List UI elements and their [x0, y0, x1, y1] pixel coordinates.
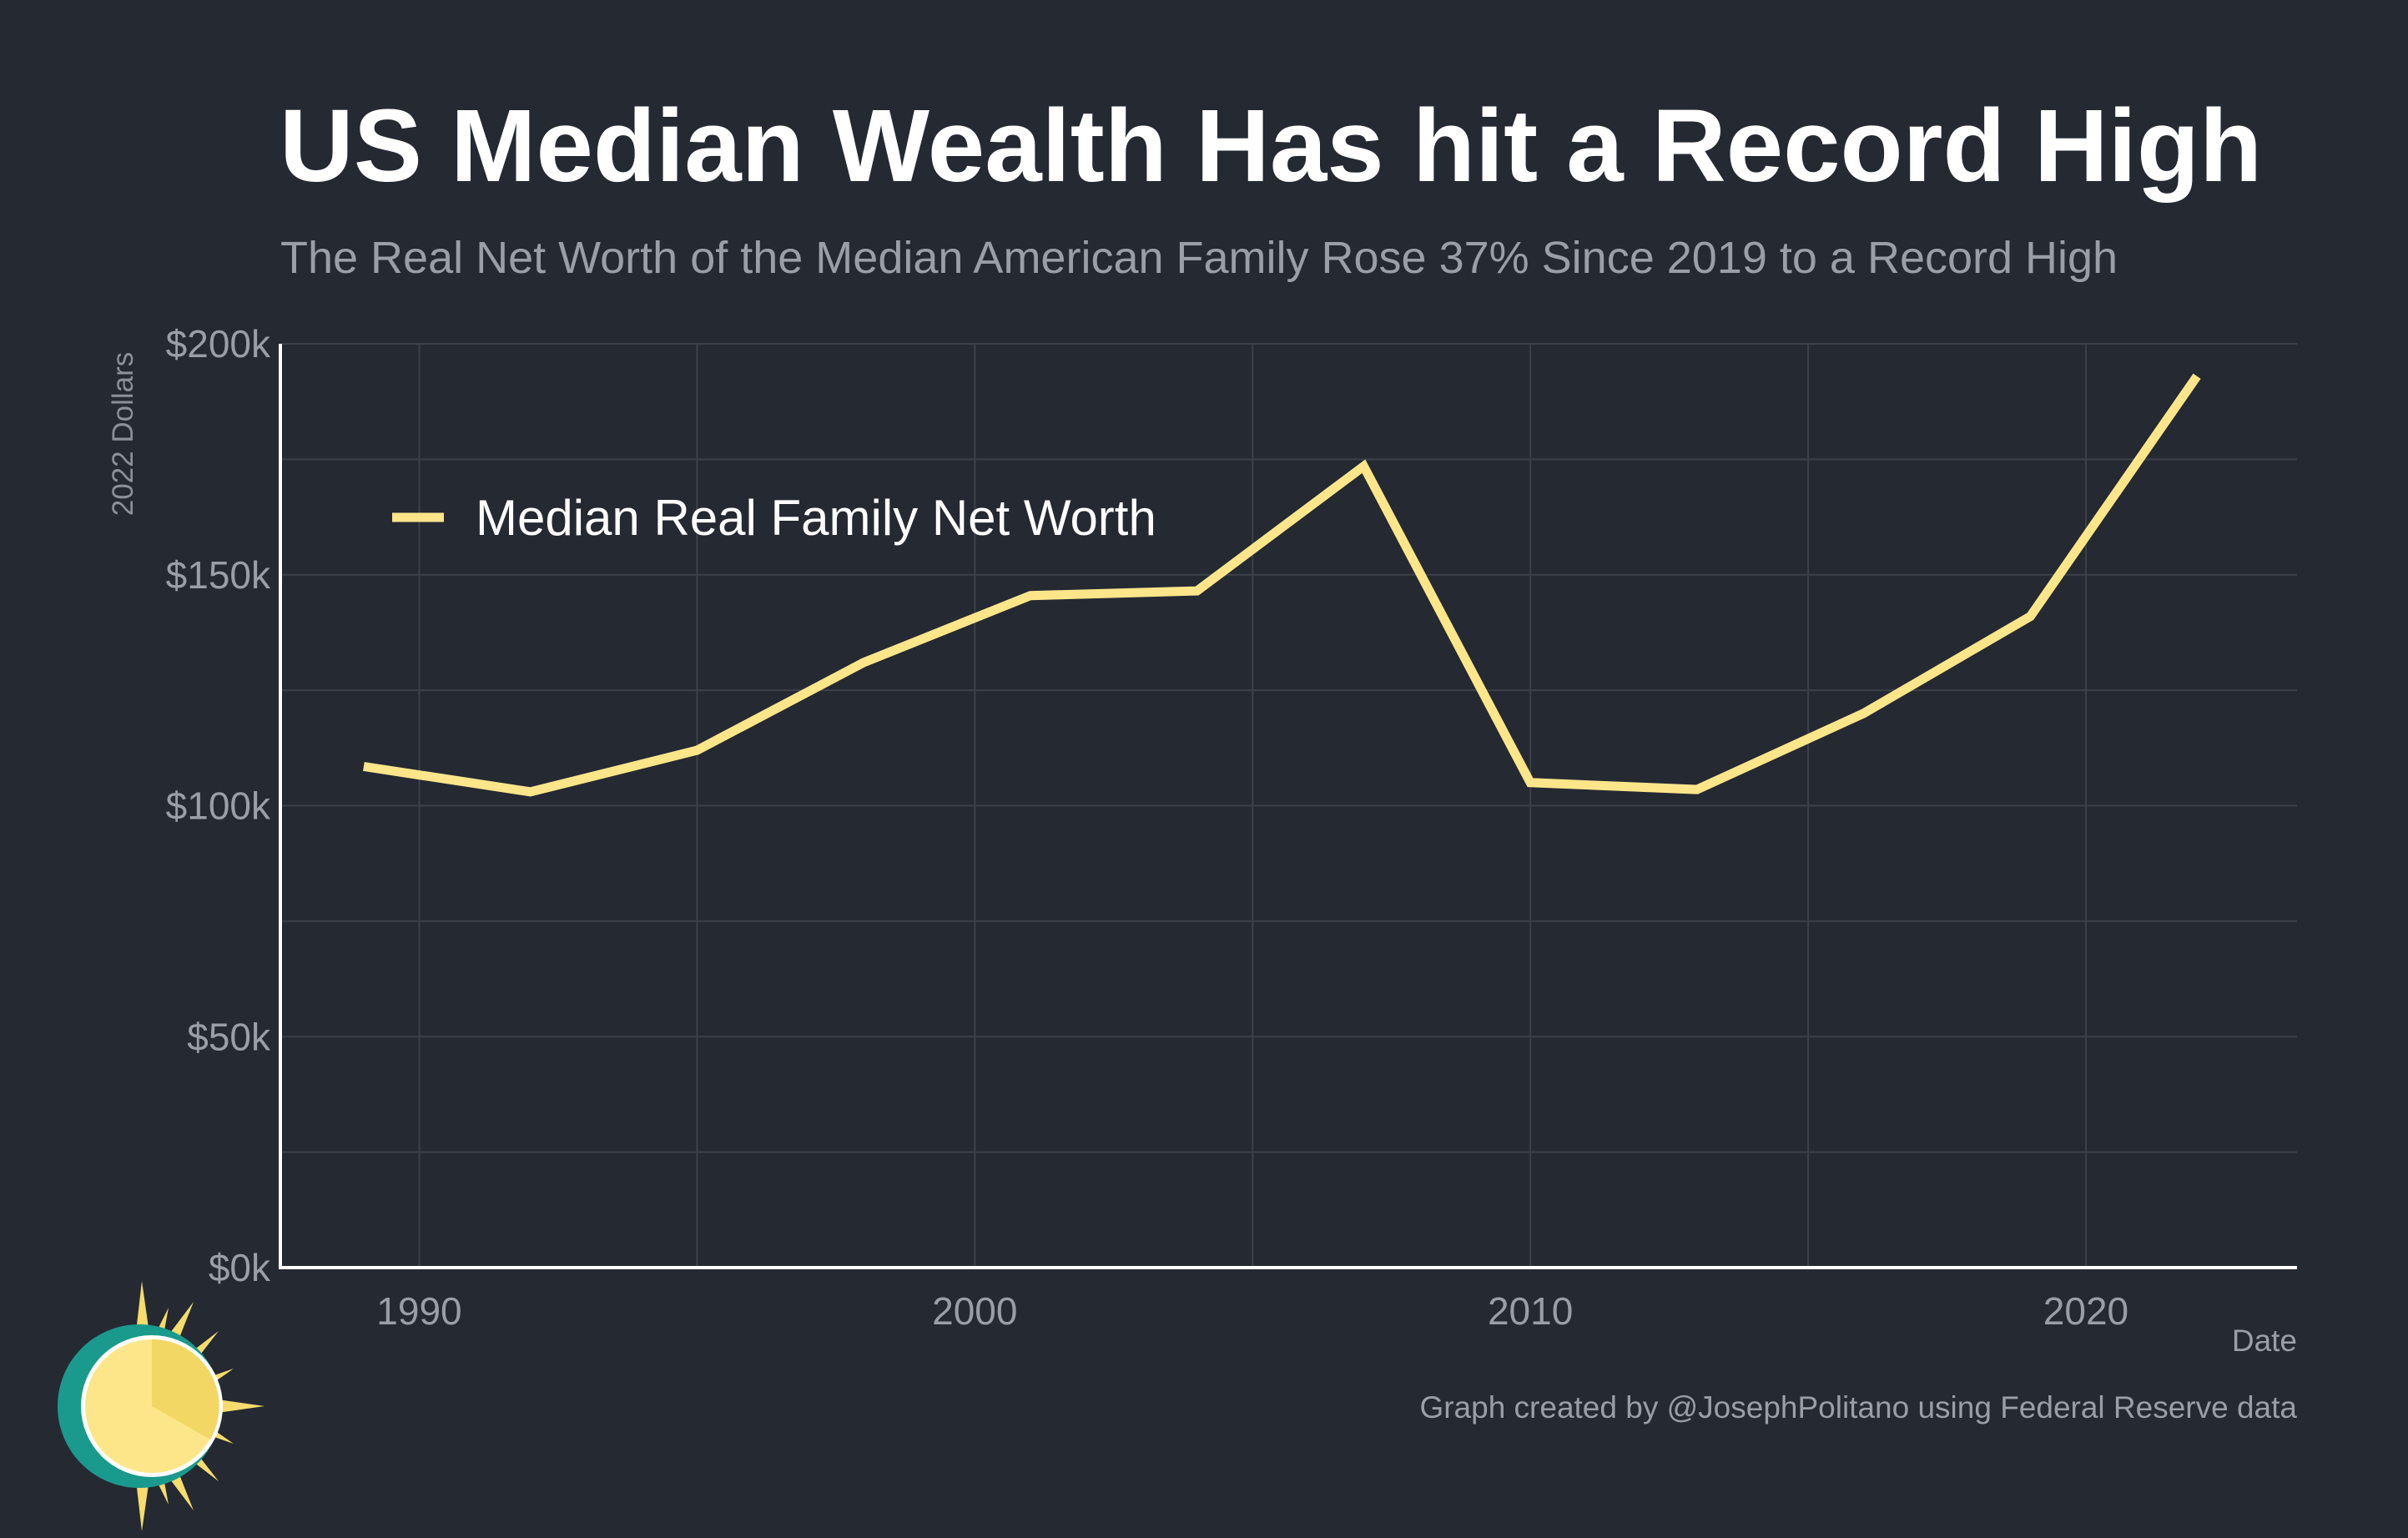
x-tick-label: 2020 [2043, 1289, 2128, 1333]
sun-logo-icon [58, 1281, 264, 1531]
series-line [363, 373, 2201, 797]
legend-label: Median Real Family Net Worth [476, 490, 1156, 546]
x-axis-label: Date [2231, 1324, 2297, 1358]
legend: Median Real Family Net Worth [392, 490, 1156, 546]
x-tick-label: 1990 [376, 1289, 461, 1333]
x-tick-labels: 1990 2000 2010 2020 [376, 1289, 2128, 1333]
source-caption: Graph created by @JosephPolitano using F… [1419, 1390, 2297, 1425]
y-tick-labels: $0k $50k $100k $150k $200k [166, 322, 271, 1289]
y-tick-label: $50k [187, 1015, 271, 1058]
y-tick-label: $150k [166, 553, 271, 597]
y-tick-label: $0k [209, 1246, 271, 1289]
major-gridlines [280, 343, 2297, 1268]
x-tick-label: 2010 [1488, 1289, 1573, 1333]
axes [279, 344, 2297, 1269]
series-layer [363, 373, 2201, 797]
chart-title: US Median Wealth Has hit a Record High [280, 89, 2263, 204]
chart-subtitle: The Real Net Worth of the Median America… [280, 233, 2118, 283]
y-tick-label: $100k [166, 784, 271, 828]
y-tick-label: $200k [166, 322, 271, 366]
x-tick-label: 2000 [932, 1289, 1017, 1333]
